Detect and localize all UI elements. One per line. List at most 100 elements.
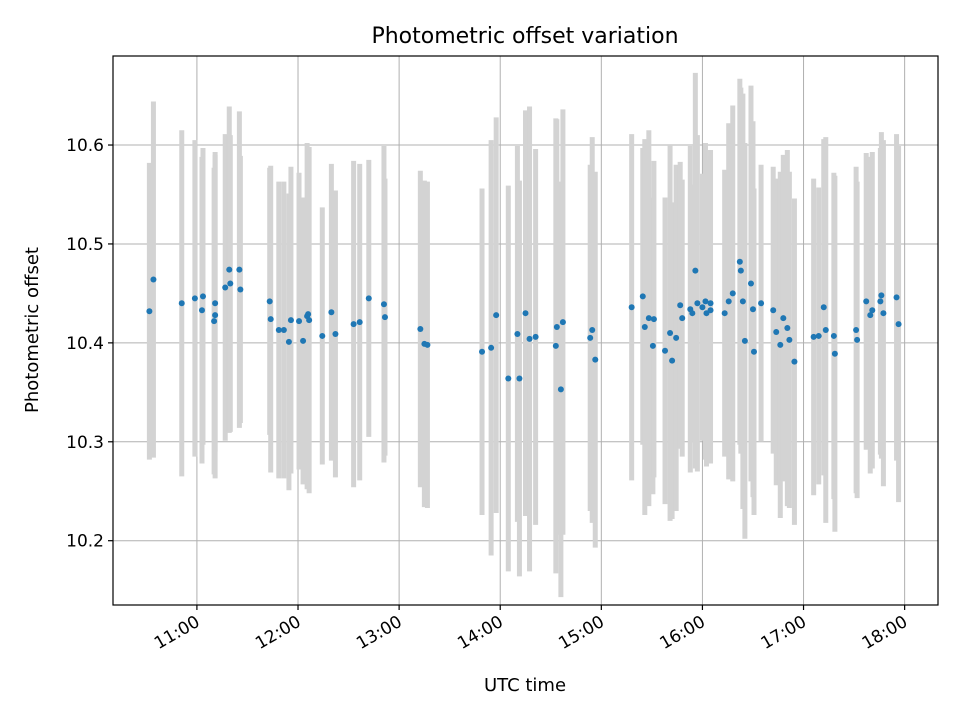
data-point bbox=[815, 332, 822, 339]
y-axis-label: Photometric offset bbox=[22, 247, 43, 413]
data-point bbox=[863, 298, 870, 305]
data-point bbox=[791, 358, 798, 365]
data-point bbox=[267, 316, 274, 323]
data-point bbox=[770, 307, 777, 314]
data-point bbox=[669, 357, 676, 364]
data-point bbox=[786, 336, 793, 343]
data-point bbox=[332, 330, 339, 337]
data-point bbox=[639, 293, 646, 300]
data-point bbox=[895, 321, 902, 328]
data-point bbox=[822, 327, 829, 334]
data-point bbox=[820, 304, 827, 311]
chart-title: Photometric offset variation bbox=[371, 24, 678, 49]
data-point bbox=[721, 310, 728, 317]
data-point bbox=[227, 280, 234, 287]
data-point bbox=[488, 344, 495, 351]
data-point bbox=[641, 324, 648, 331]
data-point bbox=[381, 314, 388, 321]
data-point bbox=[505, 375, 512, 382]
data-point bbox=[747, 280, 754, 287]
data-point bbox=[350, 321, 357, 328]
data-point bbox=[552, 342, 559, 349]
data-point bbox=[854, 336, 861, 343]
data-point bbox=[830, 332, 837, 339]
data-point bbox=[692, 267, 699, 274]
data-point bbox=[810, 333, 817, 340]
data-point bbox=[424, 341, 431, 348]
data-point bbox=[356, 319, 363, 326]
data-point bbox=[877, 298, 884, 305]
data-point bbox=[300, 337, 307, 344]
data-point bbox=[589, 327, 596, 334]
data-point bbox=[880, 310, 887, 317]
data-point bbox=[750, 348, 757, 355]
data-point bbox=[689, 310, 696, 317]
data-point bbox=[553, 324, 560, 331]
data-point bbox=[559, 319, 566, 326]
data-point bbox=[773, 328, 780, 335]
data-point bbox=[198, 307, 205, 314]
data-point bbox=[650, 316, 657, 323]
data-point bbox=[702, 298, 709, 305]
data-point bbox=[662, 347, 669, 354]
data-point bbox=[493, 312, 500, 319]
y-tick-label: 10.4 bbox=[66, 334, 104, 354]
data-point bbox=[777, 341, 784, 348]
data-point bbox=[780, 315, 787, 322]
data-point bbox=[557, 386, 564, 393]
data-point bbox=[305, 311, 312, 318]
data-point bbox=[741, 337, 748, 344]
data-point bbox=[236, 266, 243, 273]
data-point bbox=[729, 290, 736, 297]
data-point bbox=[178, 300, 185, 307]
data-point bbox=[878, 292, 885, 299]
data-points bbox=[146, 258, 902, 393]
data-point bbox=[514, 330, 521, 337]
data-point bbox=[280, 327, 287, 334]
data-point bbox=[677, 302, 684, 309]
data-point bbox=[869, 307, 876, 314]
data-point bbox=[645, 315, 652, 322]
plot-frame bbox=[112, 55, 939, 606]
data-point bbox=[417, 326, 424, 333]
data-point bbox=[679, 315, 686, 322]
y-tick-label: 10.6 bbox=[66, 136, 104, 156]
data-point bbox=[649, 342, 656, 349]
data-point bbox=[199, 293, 206, 300]
data-point bbox=[212, 300, 219, 307]
data-point bbox=[673, 334, 680, 341]
data-point bbox=[628, 304, 635, 311]
data-point bbox=[758, 300, 765, 307]
data-point bbox=[739, 298, 746, 305]
y-axis-ticks: 10.2 10.3 10.4 10.5 10.6 bbox=[66, 136, 113, 552]
data-point bbox=[211, 318, 218, 325]
data-point bbox=[867, 312, 874, 319]
y-tick-label: 10.5 bbox=[66, 235, 104, 255]
data-point bbox=[380, 301, 387, 308]
data-point bbox=[150, 276, 157, 283]
data-point bbox=[725, 298, 732, 305]
data-point bbox=[275, 327, 282, 334]
data-point bbox=[707, 307, 714, 314]
data-point bbox=[587, 334, 594, 341]
data-point bbox=[853, 327, 860, 334]
data-point bbox=[831, 350, 838, 357]
data-point bbox=[285, 338, 292, 345]
data-point bbox=[306, 317, 313, 324]
data-point bbox=[699, 304, 706, 311]
data-point bbox=[319, 332, 326, 339]
y-tick-label: 10.3 bbox=[66, 433, 104, 453]
y-tick-label: 10.2 bbox=[66, 532, 104, 552]
data-point bbox=[736, 258, 743, 265]
data-point bbox=[266, 298, 273, 305]
x-axis-label: UTC time bbox=[484, 675, 566, 696]
data-point bbox=[237, 286, 244, 293]
data-point bbox=[737, 267, 744, 274]
data-point bbox=[522, 310, 529, 317]
data-point bbox=[365, 295, 372, 302]
data-point bbox=[516, 375, 523, 382]
data-point bbox=[667, 329, 674, 336]
data-point bbox=[226, 266, 233, 273]
data-point bbox=[694, 300, 701, 307]
data-point bbox=[222, 284, 229, 291]
